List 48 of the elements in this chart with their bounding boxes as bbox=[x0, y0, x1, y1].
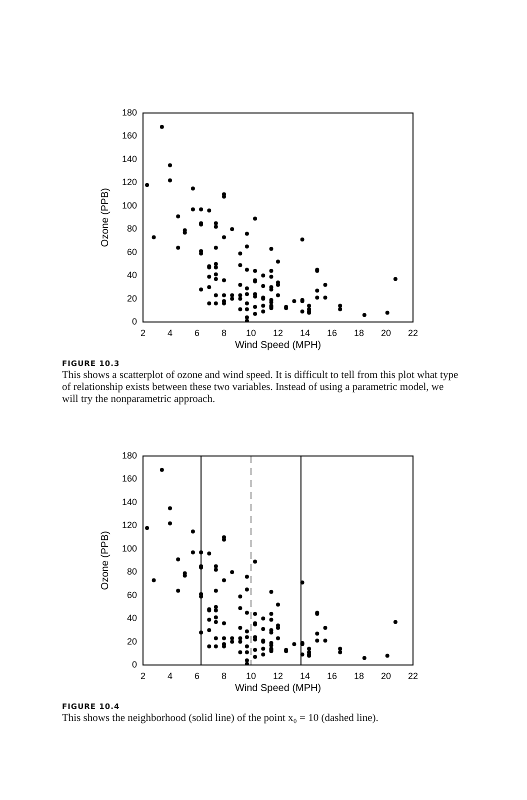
x-tick-label: 16 bbox=[326, 670, 338, 681]
x-tick-label: 6 bbox=[194, 328, 200, 338]
x-tick-label: 14 bbox=[300, 328, 310, 338]
text: This shows the neighborhood (solid line) of the point x₀ = 10 (dashed line). bbox=[62, 713, 380, 725]
y-tick-label: 180 bbox=[122, 450, 137, 460]
x-tick-label: 16 bbox=[326, 328, 338, 338]
x-tick-label: 6 bbox=[194, 670, 200, 681]
y-tick-label: 160 bbox=[122, 474, 137, 484]
y-tick-label: 0 bbox=[132, 659, 137, 670]
y-tick-label: 80 bbox=[126, 224, 137, 234]
x-tick-label: 20 bbox=[380, 328, 392, 338]
x-tick-label: 2 bbox=[140, 670, 146, 681]
x-tick-label: 20 bbox=[380, 670, 392, 681]
y-axis-title: Ozone (PPB) bbox=[100, 188, 111, 247]
x-tick-label: 4 bbox=[167, 328, 173, 338]
x-tick-label: 10 bbox=[246, 670, 256, 681]
x-tick-label: 4 bbox=[167, 670, 173, 681]
y-tick-label: 180 bbox=[122, 107, 137, 118]
x-tick-label: 18 bbox=[354, 328, 364, 338]
y-tick-label: 60 bbox=[126, 246, 137, 257]
y-tick-label: 0 bbox=[132, 316, 137, 326]
y-tick-label: 120 bbox=[122, 177, 137, 188]
x-tick-label: 8 bbox=[221, 328, 227, 338]
y-tick-label: 100 bbox=[122, 200, 137, 210]
x-tick-label: 2 bbox=[140, 328, 146, 338]
x-tick-label: 22 bbox=[408, 670, 418, 681]
x-tick-label: 14 bbox=[300, 670, 310, 681]
y-tick-label: 20 bbox=[126, 293, 137, 304]
x-axis-title: Wind Speed (MPH) bbox=[234, 682, 322, 694]
y-tick-label: 40 bbox=[126, 613, 137, 624]
y-tick-label: 100 bbox=[122, 543, 137, 554]
y-tick-label: 120 bbox=[122, 520, 137, 530]
x-tick-label: 12 bbox=[272, 328, 284, 338]
x-tick-label: 18 bbox=[354, 670, 364, 681]
y-tick-label: 140 bbox=[122, 496, 137, 507]
y-tick-label: 160 bbox=[122, 130, 137, 141]
x-tick-label: 8 bbox=[221, 670, 227, 681]
y-tick-label: 40 bbox=[126, 270, 137, 280]
x-tick-label: 10 bbox=[246, 328, 256, 338]
y-tick-label: 80 bbox=[126, 566, 137, 577]
x-axis-title: Wind Speed (MPH) bbox=[234, 340, 322, 351]
x-tick-label: 12 bbox=[272, 670, 284, 681]
y-tick-label: 140 bbox=[122, 154, 137, 164]
y-tick-label: 60 bbox=[126, 590, 137, 600]
y-tick-label: 20 bbox=[126, 636, 137, 646]
y-axis-title: Ozone (PPB) bbox=[100, 531, 111, 590]
x-tick-label: 22 bbox=[408, 328, 418, 338]
text: This shows a scatterplot of ozone and wind speed. It is difficult to tell from this plot what type of relationship exists between these two variables. Instead of using a parametric model, we will try the nonparametric approach. bbox=[62, 370, 460, 406]
